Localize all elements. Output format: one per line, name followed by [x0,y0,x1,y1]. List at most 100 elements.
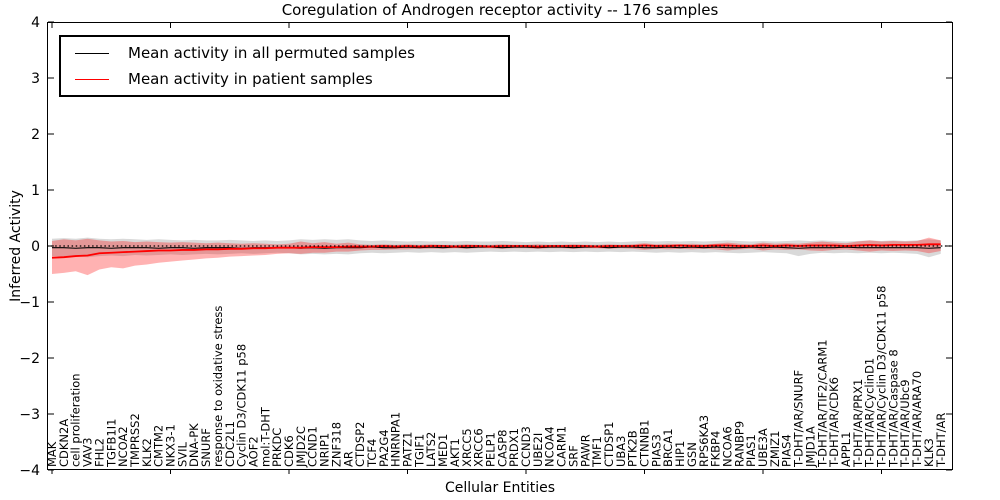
x-category-label: DNA-PK [187,423,201,467]
x-category-label: mol:T-DHT [258,406,272,467]
x-category-label: AR [341,451,355,467]
x-category-label: JMJD1A [803,426,817,468]
x-category-label: CDKN2A [57,419,71,467]
x-category-label: PELP1 [483,432,497,467]
x-category-label: XRCC5 [460,428,474,467]
x-category-label: NRIP1 [318,433,332,467]
x-category-label: PA2G4 [377,429,391,467]
x-category-label: cell proliferation [69,373,83,467]
x-category-label: AOF2 [246,436,260,467]
x-category-label: XRCC6 [472,428,486,467]
y-tick-label: 4 [31,15,40,31]
x-category-label: UBE2I [531,433,545,467]
x-category-label: LATS2 [424,432,438,467]
legend-item-permuted: Mean activity in all permuted samples [61,40,508,66]
x-category-label: PIAS4 [780,434,794,467]
legend-line-red-icon [75,78,109,80]
x-category-label: T-DHT/AR/CDK6 [827,377,841,468]
x-category-label: PRDX1 [507,428,521,467]
x-category-label: CMTM2 [152,425,166,467]
x-category-label: T-DHT/AR/Cyclin D3/CDK11 p58 [875,286,889,468]
y-tick-label: −4 [19,463,40,479]
x-category-label: HIP1 [673,441,687,467]
x-category-label: T-DHT/AR/Ubc9 [898,379,912,468]
x-category-label: CTDSP1 [602,422,616,467]
x-category-label: NCOA4 [543,426,557,467]
y-tick-label: −3 [19,407,40,423]
x-category-label: T-DHT/AR/TIF2/CARM1 [815,339,829,468]
x-category-label: GSN [685,442,699,467]
x-category-label: PTK2B [626,430,640,467]
legend-label-permuted: Mean activity in all permuted samples [128,44,415,62]
x-category-label: RPS6KA3 [697,415,711,467]
x-category-label: FHL2 [92,438,106,467]
x-category-label: CCND3 [519,426,533,467]
x-category-label: KLK2 [140,438,154,467]
x-category-label: CTNNB1 [638,420,652,467]
x-category-label: UBA3 [614,436,628,468]
x-category-label: CTDSP2 [353,422,367,467]
x-category-label: PATZ1 [401,432,415,467]
y-tick-label: 2 [31,127,40,143]
axes-frame [47,22,953,470]
x-category-label: MAK [45,441,59,467]
legend-line-black-icon [75,52,109,54]
x-category-label: TMPRSS2 [128,413,142,468]
y-axis-label: Inferred Activity [8,190,24,302]
x-category-label: CDC2L1 [223,421,237,467]
x-axis-label: Cellular Entities [444,480,556,496]
x-category-label: Cyclin D3/CDK11 p58 [235,344,249,467]
x-category-label: VAV3 [81,438,95,467]
x-category-label: MED1 [436,434,450,467]
chart-title: Coregulation of Androgen receptor activi… [281,1,719,19]
y-tick-label: −2 [19,351,40,367]
x-category-label: TCF4 [365,439,379,468]
patient-mean-line [51,243,941,259]
x-category-label: T-DHT/AR/SNURF [792,370,806,468]
x-category-label: NCOA2 [116,426,130,467]
y-tick-label: 1 [31,183,40,199]
x-category-label: KLK3 [922,438,936,467]
x-category-label: SRF [566,445,580,467]
x-category-label: SVIL [175,441,189,467]
x-category-label: PAWR [578,434,592,467]
x-category-label: CASP8 [495,430,509,467]
y-tick-label: 3 [31,71,40,87]
x-category-label: APPL1 [839,432,853,467]
x-category-label: PIAS1 [744,434,758,467]
x-category-label: BRCA1 [661,428,675,467]
x-category-label: ZMIZ1 [768,431,782,467]
x-category-label: TMF1 [590,436,604,468]
x-category-label: NKX3-1 [164,424,178,467]
x-category-label: SNURF [199,428,213,467]
permuted-mean-line [52,246,941,249]
x-category-label: CCND1 [306,426,320,467]
legend-item-patient: Mean activity in patient samples [61,66,508,92]
x-category-label: JMJD2C [294,426,308,468]
legend-label-patient: Mean activity in patient samples [128,70,373,88]
x-category-label: RANBP9 [732,421,746,467]
x-category-label: CDK6 [282,435,296,467]
x-category-label: T-DHT/AR/PRX1 [851,379,865,468]
x-category-label: HNRNPA1 [389,412,403,467]
x-category-label: T-DHT/AR/ARA70 [910,371,924,468]
x-category-label: PIAS3 [649,434,663,467]
x-category-label: NCOA6 [720,426,734,467]
x-category-label: FKBP4 [709,431,723,467]
x-category-label: ZNF318 [329,422,343,467]
y-tick-label: 0 [31,239,40,255]
x-category-label: CARM1 [555,426,569,467]
x-category-label: PRKDC [270,428,284,467]
x-category-label: T-DHT/AR/CyclinD1 [863,358,877,468]
x-category-label: T-DHT/AR/Caspase 8 [886,349,900,468]
y-tick-label: −1 [19,295,40,311]
x-category-label: T-DHT/AR [934,413,948,468]
x-category-label: TGIF1 [412,434,426,468]
x-category-label: TGFB1I1 [104,419,118,468]
legend: Mean activity in all permuted samples Me… [59,35,510,97]
x-category-label: UBE3A [756,428,770,467]
x-category-label: AKT1 [448,438,462,467]
x-category-label: response to oxidative stress [211,306,225,467]
